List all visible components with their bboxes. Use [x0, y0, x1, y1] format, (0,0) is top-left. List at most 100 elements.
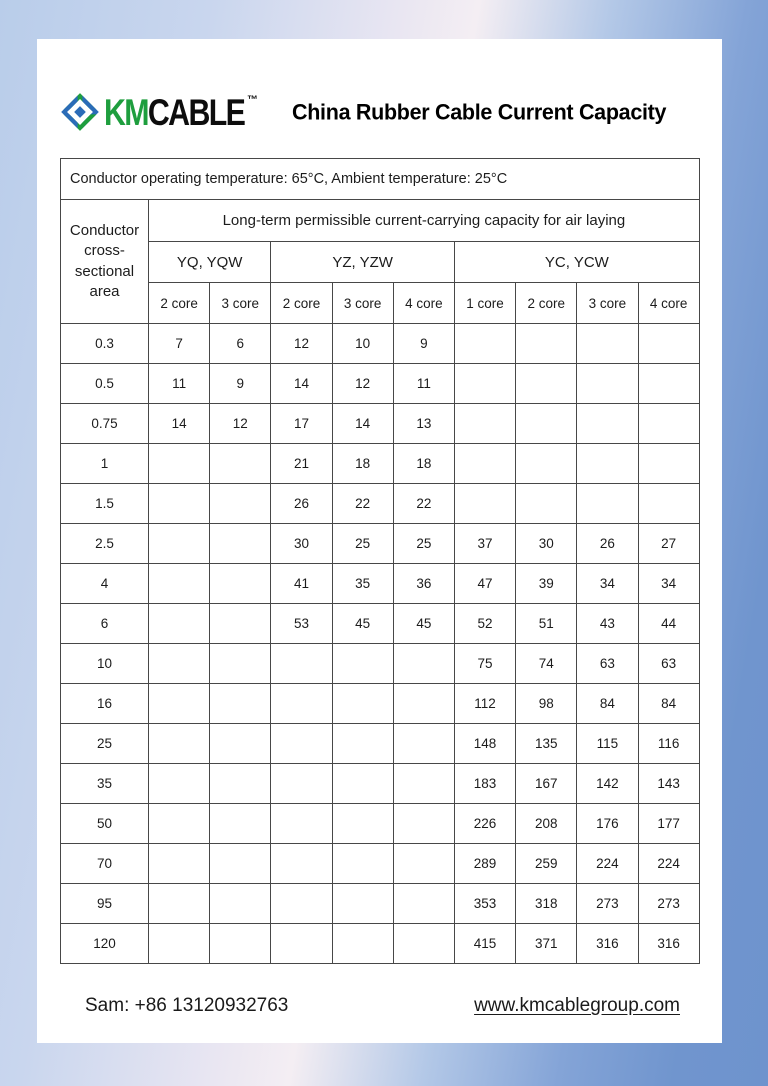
- group-header-yc: YC, YCW: [453, 241, 700, 283]
- table-row: 70 289 259 224 224: [60, 843, 700, 884]
- value-cell: [576, 443, 639, 484]
- table-row: 50 226 208 176 177: [60, 803, 700, 844]
- value-cell: 273: [637, 883, 700, 924]
- value-cell: 30: [515, 523, 578, 564]
- value-cell: [515, 403, 578, 444]
- value-cell: [270, 843, 333, 884]
- value-cell: [392, 643, 455, 684]
- value-cell: [331, 643, 394, 684]
- value-cell: 14: [270, 363, 333, 404]
- value-cell: 12: [331, 363, 394, 404]
- value-cell: [209, 563, 272, 604]
- value-cell: 226: [453, 803, 517, 844]
- value-cell: 43: [576, 603, 639, 644]
- value-cell: 148: [453, 723, 517, 764]
- table-row: 25 148 135 115 116: [60, 723, 700, 764]
- value-cell: [637, 323, 700, 364]
- value-cell: 318: [515, 883, 578, 924]
- logo-cable-text: CABLE: [147, 91, 246, 133]
- value-cell: [331, 923, 394, 964]
- value-cell: 116: [637, 723, 700, 764]
- table-row: 35 183 167 142 143: [60, 763, 700, 804]
- value-cell: [576, 483, 639, 524]
- value-cell: 26: [270, 483, 333, 524]
- area-column-header: Conductor cross-sectional area: [60, 199, 149, 324]
- value-cell: 14: [331, 403, 394, 444]
- table-row: 2.5 30 25 25 37 30 26 27: [60, 523, 700, 564]
- value-cell: 167: [515, 763, 578, 804]
- value-cell: 74: [515, 643, 578, 684]
- value-cell: 47: [453, 563, 517, 604]
- km-cable-logo: KMCABLE ™: [60, 92, 286, 132]
- table-row: 0.5 11 9 14 12 11: [60, 363, 700, 404]
- value-cell: [637, 443, 700, 484]
- value-cell: 371: [515, 923, 578, 964]
- area-cell: 1.5: [60, 483, 149, 524]
- value-cell: 22: [331, 483, 394, 524]
- value-cell: [453, 443, 517, 484]
- value-cell: 17: [270, 403, 333, 444]
- table-row: 0.75 14 12 17 14 13: [60, 403, 700, 444]
- trademark-symbol: ™: [247, 94, 258, 106]
- value-cell: 177: [637, 803, 700, 844]
- value-cell: [515, 443, 578, 484]
- value-cell: [331, 763, 394, 804]
- core-header: 1 core: [453, 282, 517, 324]
- value-cell: [453, 323, 517, 364]
- area-cell: 2.5: [60, 523, 149, 564]
- value-cell: 21: [270, 443, 333, 484]
- value-cell: 41: [270, 563, 333, 604]
- value-cell: [209, 883, 272, 924]
- value-cell: 11: [147, 363, 211, 404]
- value-cell: 98: [515, 683, 578, 724]
- value-cell: [147, 683, 211, 724]
- core-header: 3 core: [576, 282, 639, 324]
- value-cell: 39: [515, 563, 578, 604]
- table-row: 6 53 45 45 52 51 43 44: [60, 603, 700, 644]
- km-diamond-icon: [60, 92, 104, 132]
- value-cell: 45: [331, 603, 394, 644]
- logo-km-text: KM: [104, 91, 150, 133]
- core-header: 2 core: [515, 282, 578, 324]
- value-cell: 9: [209, 363, 272, 404]
- value-cell: 12: [270, 323, 333, 364]
- value-cell: 52: [453, 603, 517, 644]
- value-cell: 353: [453, 883, 517, 924]
- area-cell: 95: [60, 883, 149, 924]
- value-cell: [147, 763, 211, 804]
- value-cell: 44: [637, 603, 700, 644]
- table-row: 95 353 318 273 273: [60, 883, 700, 924]
- value-cell: [270, 923, 333, 964]
- value-cell: 53: [270, 603, 333, 644]
- core-header: 4 core: [637, 282, 700, 324]
- logo-wordmark: KMCABLE: [104, 91, 246, 133]
- value-cell: 30: [270, 523, 333, 564]
- table-row: 16 112 98 84 84: [60, 683, 700, 724]
- website-link[interactable]: www.kmcablegroup.com: [474, 995, 680, 1016]
- area-cell: 50: [60, 803, 149, 844]
- value-cell: 115: [576, 723, 639, 764]
- value-cell: [453, 483, 517, 524]
- value-cell: [392, 883, 455, 924]
- value-cell: [147, 723, 211, 764]
- value-cell: 18: [331, 443, 394, 484]
- value-cell: [147, 523, 211, 564]
- value-cell: [392, 723, 455, 764]
- value-cell: 289: [453, 843, 517, 884]
- value-cell: [147, 923, 211, 964]
- value-cell: [270, 723, 333, 764]
- capacity-header: Long-term permissible current-carrying c…: [148, 199, 700, 242]
- capacity-header-row: Conductor cross-sectional area Long-term…: [60, 199, 700, 324]
- value-cell: [392, 923, 455, 964]
- value-cell: [331, 843, 394, 884]
- value-cell: 142: [576, 763, 639, 804]
- value-cell: 6: [209, 323, 272, 364]
- page-footer: Sam: +86 13120932763 www.kmcablegroup.co…: [85, 995, 680, 1017]
- value-cell: [209, 523, 272, 564]
- value-cell: 27: [637, 523, 700, 564]
- table-row: 0.3 7 6 12 10 9: [60, 323, 700, 364]
- value-cell: 224: [576, 843, 639, 884]
- value-cell: 176: [576, 803, 639, 844]
- value-cell: [270, 763, 333, 804]
- value-cell: [209, 923, 272, 964]
